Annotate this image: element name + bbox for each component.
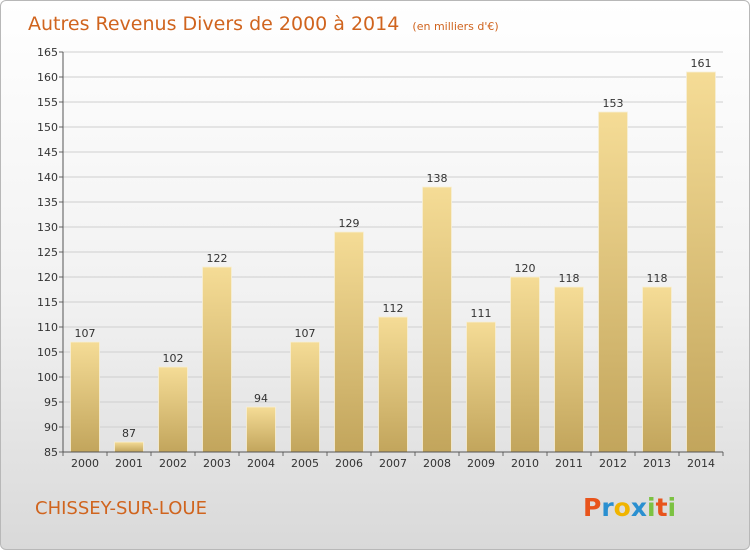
logo-letter: x xyxy=(631,493,647,522)
data-label: 94 xyxy=(254,392,268,405)
y-tick-label: 115 xyxy=(37,296,58,309)
bar-2004 xyxy=(246,406,276,453)
chart-title-text: Autres Revenus Divers de 2000 à 2014 xyxy=(28,13,399,35)
logo-letter: r xyxy=(601,493,614,522)
bar-2011 xyxy=(554,286,584,453)
data-label: 153 xyxy=(603,97,624,110)
data-label: 118 xyxy=(559,272,580,285)
y-tick-label: 140 xyxy=(37,171,58,184)
y-tick-label: 85 xyxy=(44,446,58,459)
chart-title: Autres Revenus Divers de 2000 à 2014 (en… xyxy=(28,13,499,35)
x-tick-label: 2001 xyxy=(115,457,143,470)
data-label: 122 xyxy=(207,252,228,265)
y-tick-label: 100 xyxy=(37,371,58,384)
bar-2000 xyxy=(70,341,100,453)
x-tick-label: 2005 xyxy=(291,457,319,470)
bar-2003 xyxy=(202,266,232,453)
y-tick-label: 130 xyxy=(37,221,58,234)
logo-letter: t xyxy=(656,493,668,522)
y-tick-label: 125 xyxy=(37,246,58,259)
bar-2001 xyxy=(114,441,144,453)
x-tick-label: 2004 xyxy=(247,457,275,470)
bar-2002 xyxy=(158,366,188,453)
bar-2007 xyxy=(378,316,408,453)
x-tick-label: 2007 xyxy=(379,457,407,470)
x-tick-label: 2008 xyxy=(423,457,451,470)
bar-2009 xyxy=(466,321,496,453)
bar-2008 xyxy=(422,186,452,453)
bar-2005 xyxy=(290,341,320,453)
commune-name: CHISSEY-SUR-LOUE xyxy=(35,498,207,519)
y-tick-label: 150 xyxy=(37,121,58,134)
y-tick-label: 105 xyxy=(37,346,58,359)
logo-letter: i xyxy=(668,493,677,522)
x-tick-label: 2002 xyxy=(159,457,187,470)
y-tick-label: 90 xyxy=(44,421,58,434)
x-tick-label: 2010 xyxy=(511,457,539,470)
y-tick-label: 160 xyxy=(37,71,58,84)
data-label: 111 xyxy=(471,307,492,320)
data-label: 107 xyxy=(295,327,316,340)
y-tick-label: 120 xyxy=(37,271,58,284)
x-tick-label: 2003 xyxy=(203,457,231,470)
logo-letter: P xyxy=(583,493,601,522)
x-tick-label: 2006 xyxy=(335,457,363,470)
x-tick-label: 2009 xyxy=(467,457,495,470)
axes: 85 90 95 100 105 110 115 120 125 130 135 140 145 150 1… xyxy=(37,46,724,470)
x-tick-label: 2014 xyxy=(687,457,715,470)
y-tick-label: 145 xyxy=(37,146,58,159)
y-tick-label: 110 xyxy=(37,321,58,334)
data-label: 102 xyxy=(163,352,184,365)
proxiti-logo: Proxiti xyxy=(583,493,676,522)
x-tick-label: 2000 xyxy=(71,457,99,470)
y-tick-label: 135 xyxy=(37,196,58,209)
data-label: 120 xyxy=(515,262,536,275)
data-label: 118 xyxy=(647,272,668,285)
data-label: 107 xyxy=(75,327,96,340)
bar-2010 xyxy=(510,276,540,453)
data-label: 161 xyxy=(691,57,712,70)
bar-2006 xyxy=(334,231,364,453)
data-label: 112 xyxy=(383,302,404,315)
bar-2012 xyxy=(598,111,628,453)
logo-letter: o xyxy=(614,493,631,522)
y-tick-label: 165 xyxy=(37,46,58,59)
x-tick-label: 2011 xyxy=(555,457,583,470)
bar-2014 xyxy=(686,71,716,453)
x-tick-label: 2012 xyxy=(599,457,627,470)
data-label: 138 xyxy=(427,172,448,185)
logo-letter: i xyxy=(647,493,656,522)
y-tick-label: 155 xyxy=(37,96,58,109)
data-label: 87 xyxy=(122,427,136,440)
data-label: 129 xyxy=(339,217,360,230)
bars: 107 87 102 122 94 107 129 112 138 111 120 118 153 118… xyxy=(70,57,716,453)
chart-unit-note: (en milliers d'€) xyxy=(412,20,498,33)
bar-2013 xyxy=(642,286,672,453)
x-tick-label: 2013 xyxy=(643,457,671,470)
y-tick-label: 95 xyxy=(44,396,58,409)
